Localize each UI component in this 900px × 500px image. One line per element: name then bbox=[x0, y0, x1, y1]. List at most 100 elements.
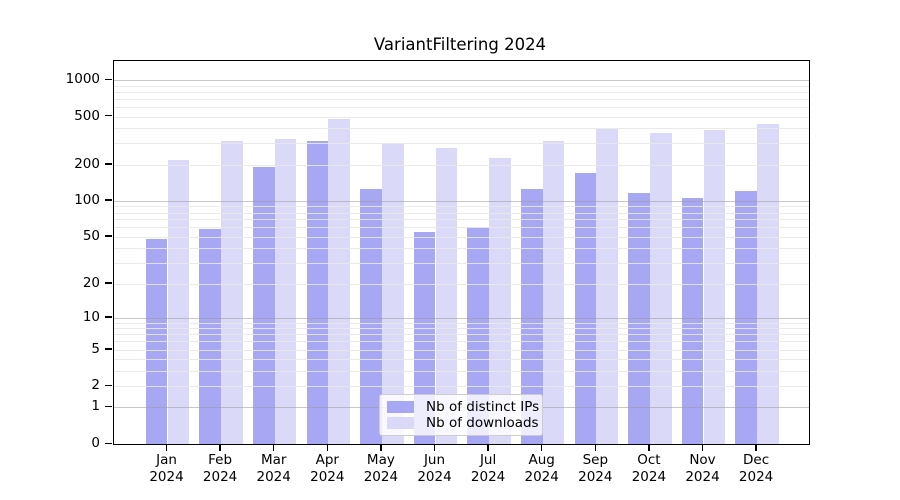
minor-gridline bbox=[114, 219, 809, 221]
y-tick-label: 50 bbox=[82, 227, 100, 244]
legend-item-nb-of-distinct-ips: Nb of distinct IPs bbox=[387, 400, 542, 414]
y-tick bbox=[105, 78, 112, 80]
bar-nb-of-downloads-aug-2024 bbox=[542, 141, 565, 444]
major-gridline bbox=[114, 200, 809, 202]
y-tick-label: 100 bbox=[74, 191, 100, 208]
minor-gridline bbox=[114, 359, 809, 361]
x-tick bbox=[541, 444, 543, 451]
x-tick bbox=[219, 444, 221, 451]
minor-gridline bbox=[114, 227, 809, 229]
y-tick-label: 0 bbox=[91, 435, 100, 451]
x-tick bbox=[433, 444, 436, 451]
x-tick bbox=[380, 444, 382, 451]
minor-gridline bbox=[114, 98, 809, 100]
x-tick bbox=[648, 444, 650, 451]
bar-nb-of-distinct-ips-jun-2024 bbox=[413, 231, 436, 444]
chart-title: VariantFiltering 2024 bbox=[373, 35, 547, 54]
bar-nb-of-downloads-jul-2024 bbox=[489, 158, 511, 444]
x-tick bbox=[165, 444, 168, 451]
minor-gridline bbox=[114, 341, 809, 343]
minor-gridline bbox=[114, 164, 809, 166]
major-gridline bbox=[114, 80, 809, 82]
minor-gridline bbox=[114, 206, 809, 208]
minor-gridline bbox=[114, 106, 809, 108]
bar-nb-of-downloads-mar-2024 bbox=[274, 138, 297, 444]
bar-nb-of-downloads-sep-2024 bbox=[596, 129, 619, 444]
x-tick bbox=[326, 444, 328, 451]
legend-swatch-nb-of-distinct-ips bbox=[387, 400, 414, 413]
bar-nb-of-downloads-may-2024 bbox=[381, 143, 404, 444]
y-tick-label: 1000 bbox=[65, 71, 100, 88]
minor-gridline bbox=[114, 116, 809, 118]
y-tick-label: 2 bbox=[91, 377, 100, 394]
x-tick-label-dec-2024: Dec 2024 bbox=[738, 452, 774, 485]
x-tick-label-oct-2024: Oct 2024 bbox=[631, 452, 667, 485]
x-tick bbox=[594, 444, 596, 451]
x-tick-label-aug-2024: Aug 2024 bbox=[524, 452, 559, 485]
bar-nb-of-distinct-ips-aug-2024 bbox=[520, 188, 543, 444]
minor-gridline bbox=[114, 85, 809, 87]
x-tick-label-mar-2024: Mar 2024 bbox=[256, 452, 291, 485]
major-gridline bbox=[114, 317, 809, 319]
x-tick-label-jan-2024: Jan 2024 bbox=[149, 452, 184, 485]
minor-gridline bbox=[114, 212, 809, 214]
legend: Nb of distinct IPs Nb of downloads bbox=[379, 394, 543, 436]
y-tick bbox=[105, 199, 112, 201]
bar-nb-of-distinct-ips-sep-2024 bbox=[574, 172, 597, 444]
bar-nb-of-distinct-ips-jul-2024 bbox=[467, 227, 490, 444]
y-tick bbox=[105, 115, 112, 117]
y-tick-label: 500 bbox=[74, 107, 100, 124]
y-tick-label: 10 bbox=[82, 308, 100, 325]
x-tick-label-may-2024: May 2024 bbox=[363, 452, 399, 485]
y-tick bbox=[105, 163, 112, 165]
legend-item-nb-of-downloads: Nb of downloads bbox=[387, 416, 542, 430]
minor-gridline bbox=[114, 128, 809, 130]
bar-nb-of-distinct-ips-feb-2024 bbox=[199, 229, 222, 444]
legend-label-nb-of-distinct-ips: Nb of distinct IPs bbox=[426, 398, 540, 415]
y-tick-label: 5 bbox=[91, 340, 100, 357]
x-tick bbox=[755, 444, 757, 451]
minor-gridline bbox=[114, 334, 809, 336]
x-tick bbox=[701, 444, 704, 451]
x-tick bbox=[273, 444, 275, 451]
x-tick-label-jul-2024: Jul 2024 bbox=[470, 452, 506, 485]
minor-gridline bbox=[114, 328, 809, 330]
bar-nb-of-downloads-nov-2024 bbox=[703, 130, 726, 444]
minor-gridline bbox=[114, 143, 809, 145]
y-tick bbox=[105, 384, 112, 387]
minor-gridline bbox=[114, 236, 809, 238]
y-tick-label: 200 bbox=[74, 155, 100, 172]
x-tick-label-apr-2024: Apr 2024 bbox=[310, 452, 345, 485]
y-tick bbox=[105, 316, 112, 318]
y-tick bbox=[105, 235, 112, 237]
minor-gridline bbox=[114, 283, 809, 285]
legend-swatch-nb-of-downloads bbox=[387, 417, 414, 430]
x-tick-label-jun-2024: Jun 2024 bbox=[417, 452, 452, 485]
bar-nb-of-distinct-ips-apr-2024 bbox=[306, 140, 329, 444]
bar-nb-of-distinct-ips-dec-2024 bbox=[735, 190, 758, 444]
y-tick bbox=[105, 282, 112, 284]
plot-area bbox=[113, 60, 810, 445]
minor-gridline bbox=[114, 248, 809, 250]
minor-gridline bbox=[114, 349, 809, 351]
y-tick bbox=[105, 348, 112, 350]
bar-nb-of-downloads-apr-2024 bbox=[328, 119, 351, 444]
bar-nb-of-distinct-ips-may-2024 bbox=[360, 189, 382, 444]
y-tick bbox=[105, 405, 112, 408]
x-tick-label-feb-2024: Feb 2024 bbox=[202, 452, 238, 485]
y-tick bbox=[105, 442, 112, 444]
bar-nb-of-downloads-jun-2024 bbox=[435, 147, 458, 444]
legend-label-nb-of-downloads: Nb of downloads bbox=[426, 415, 539, 432]
minor-gridline bbox=[114, 386, 809, 388]
bar-nb-of-downloads-feb-2024 bbox=[221, 141, 243, 444]
bar-nb-of-distinct-ips-nov-2024 bbox=[681, 197, 704, 444]
y-tick-label: 20 bbox=[82, 274, 100, 291]
bar-nb-of-downloads-oct-2024 bbox=[649, 133, 672, 444]
minor-gridline bbox=[114, 370, 809, 372]
y-tick-label: 1 bbox=[91, 398, 100, 415]
minor-gridline bbox=[114, 263, 809, 265]
x-tick bbox=[487, 444, 489, 451]
x-tick-label-nov-2024: Nov 2024 bbox=[685, 452, 720, 485]
x-tick-label-sep-2024: Sep 2024 bbox=[578, 452, 613, 485]
